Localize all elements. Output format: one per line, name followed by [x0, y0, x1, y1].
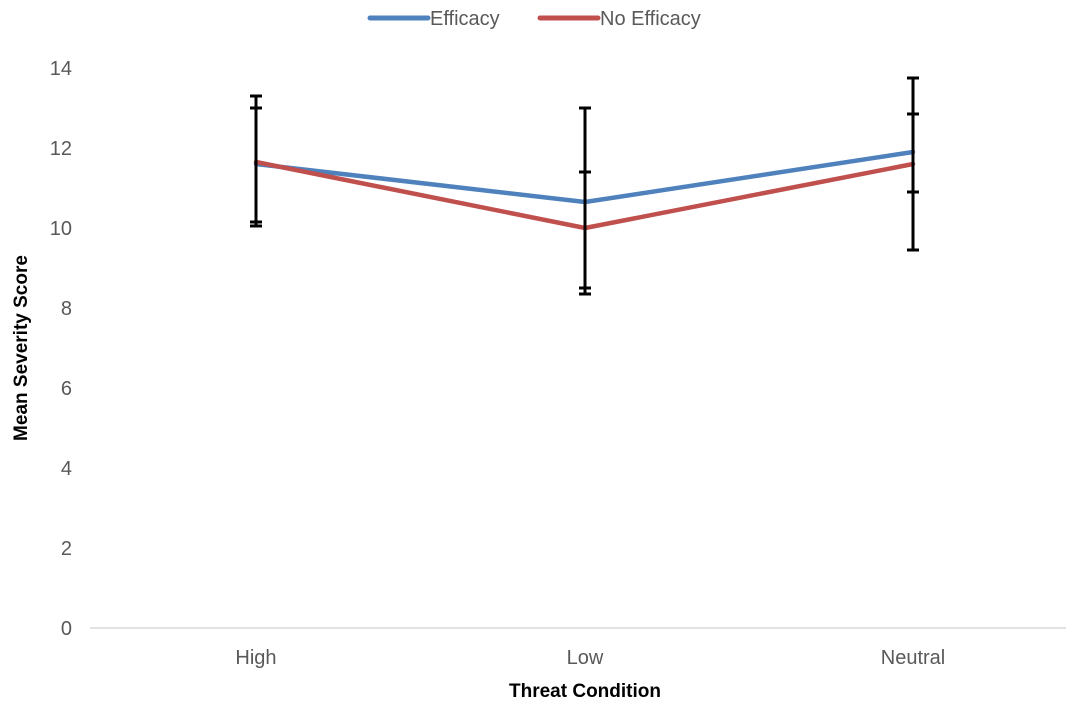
- y-axis-title: Mean Severity Score: [11, 255, 32, 441]
- error-bar: [579, 106, 591, 296]
- y-tick-label: 8: [61, 298, 72, 320]
- error-bar: [250, 94, 262, 228]
- legend-label: Efficacy: [430, 8, 500, 30]
- legend-label: No Efficacy: [600, 8, 701, 30]
- y-tick-label: 14: [50, 58, 72, 80]
- x-tick-label: High: [235, 647, 276, 669]
- y-tick-label: 12: [50, 138, 72, 160]
- y-tick-label: 0: [61, 618, 72, 640]
- y-axis-ticks: 0 2 4 6 8 10 12 14: [50, 58, 72, 640]
- x-axis-ticks: High Low Neutral: [235, 647, 945, 669]
- legend: Efficacy No Efficacy: [367, 8, 701, 30]
- x-tick-label: Low: [567, 647, 604, 669]
- y-tick-label: 10: [50, 218, 72, 240]
- y-tick-label: 4: [61, 458, 72, 480]
- y-tick-label: 6: [61, 378, 72, 400]
- legend-item: Efficacy: [367, 8, 500, 30]
- error-bars: [250, 76, 919, 296]
- x-tick-label: Neutral: [881, 647, 945, 669]
- error-bar: [907, 76, 919, 252]
- y-tick-label: 2: [61, 538, 72, 560]
- x-axis-title: Threat Condition: [509, 681, 661, 702]
- legend-item: No Efficacy: [537, 8, 701, 30]
